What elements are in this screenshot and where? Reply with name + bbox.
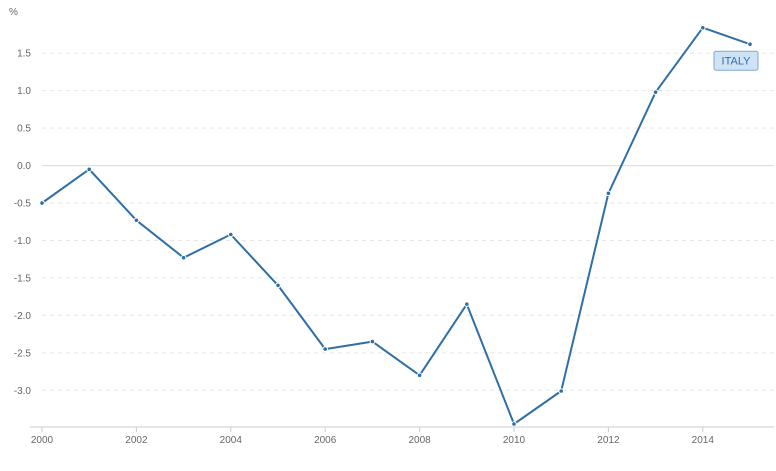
y-tick-label: -2.5 — [14, 348, 32, 359]
series-label: ITALY — [714, 51, 758, 70]
x-tick-label: 2014 — [692, 435, 715, 446]
x-tick-label: 2000 — [31, 435, 54, 446]
y-axis-ticks: 1.5 1.0 0.5 0.0 -0.5 -1.0 -1.5 -2.0 -2.5 -3.0 — [14, 49, 32, 397]
y-tick-label: -3.0 — [14, 386, 32, 397]
series-line — [42, 28, 750, 424]
series-labels: ITALY — [714, 51, 758, 70]
y-tick-label: -1.0 — [14, 236, 32, 247]
y-axis-unit-label: % — [9, 7, 18, 18]
y-tick-label: -2.0 — [14, 311, 32, 322]
y-tick-label: 0.0 — [17, 161, 31, 172]
data-point — [276, 283, 281, 288]
x-tick-label: 2012 — [597, 435, 620, 446]
data-points — [40, 25, 753, 426]
data-point — [181, 255, 186, 260]
series-label-text: ITALY — [722, 56, 752, 68]
y-tick-label: -0.5 — [14, 199, 32, 210]
y-tick-label: 1.5 — [17, 49, 31, 60]
y-tick-label: 0.5 — [17, 124, 31, 135]
x-tick-label: 2006 — [314, 435, 337, 446]
x-tick-label: 2008 — [408, 435, 431, 446]
series-lines — [42, 28, 750, 424]
data-point — [40, 201, 45, 206]
data-point — [417, 373, 422, 378]
x-tick-label: 2002 — [125, 435, 148, 446]
y-tick-label: 1.0 — [17, 86, 31, 97]
data-point — [559, 389, 564, 394]
grid-lines — [42, 53, 774, 390]
data-point — [370, 339, 375, 344]
data-point — [134, 218, 139, 223]
y-tick-label: -1.5 — [14, 273, 32, 284]
data-point — [229, 232, 234, 237]
data-point — [748, 42, 753, 47]
x-axis-ticks: 2000 2002 2004 2006 2008 2010 2012 2014 — [31, 427, 714, 446]
data-point — [87, 167, 92, 172]
data-point — [701, 25, 706, 30]
data-point — [606, 191, 611, 196]
x-tick-label: 2010 — [503, 435, 526, 446]
data-point — [512, 422, 517, 427]
data-point — [323, 347, 328, 352]
data-point — [465, 302, 470, 307]
x-tick-label: 2004 — [220, 435, 243, 446]
data-point — [653, 90, 658, 95]
